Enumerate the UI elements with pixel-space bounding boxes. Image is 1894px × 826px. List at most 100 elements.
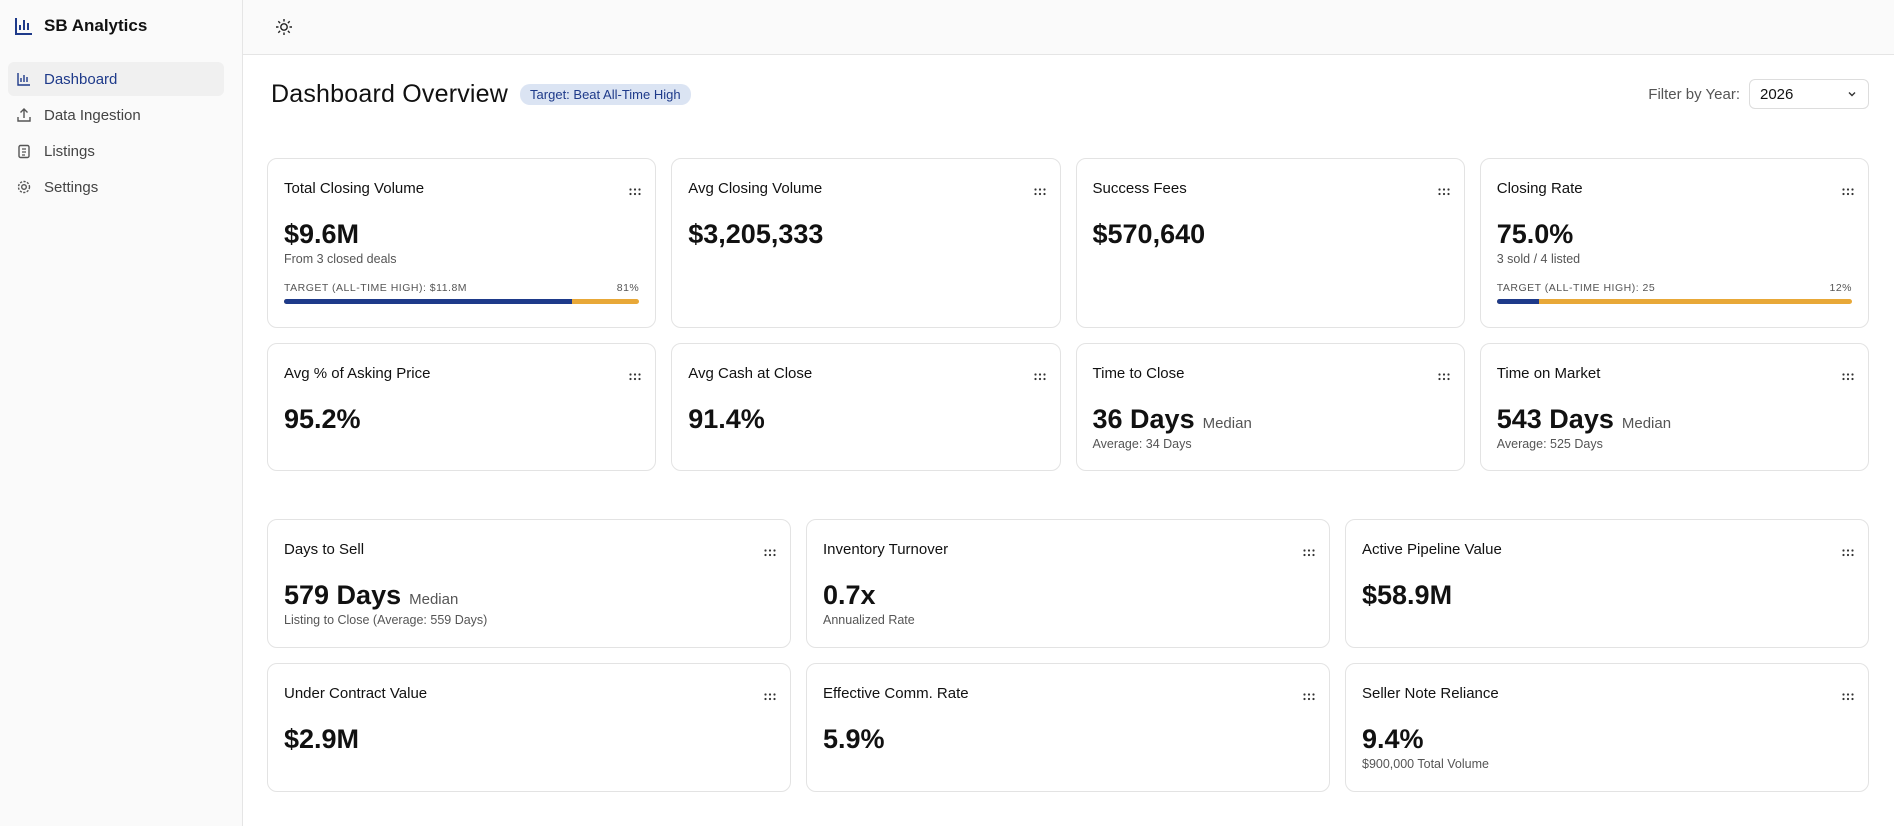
card-value: $9.6M — [284, 219, 360, 249]
nav-item[interactable]: Dashboard — [8, 62, 224, 96]
target-label: TARGET (ALL-TIME HIGH): 25 — [1496, 282, 1656, 294]
card-subtext: Average: 525 Days — [1496, 437, 1603, 451]
card-value: $3,205,333 — [688, 219, 824, 249]
value-row: 5.9% — [823, 724, 1313, 755]
card-unit: Median — [1202, 415, 1252, 432]
card-menu[interactable] — [629, 368, 641, 386]
value-row: 95.2% — [284, 404, 639, 435]
kpi-card: Total Closing Volume $9.6M From 3 closed d… — [267, 158, 657, 328]
nav-item[interactable]: Listings — [8, 134, 224, 168]
card-value: $570,640 — [1092, 219, 1206, 249]
card-title: Inventory Turnover — [823, 541, 949, 558]
header: Dashboard Overview Target: Beat All-Time… — [267, 55, 1869, 133]
progress-fill — [284, 299, 572, 304]
card-subtext: From 3 closed deals — [284, 252, 397, 266]
value-row: $2.9M — [284, 724, 774, 755]
card-value: $2.9M — [284, 724, 360, 754]
year-value: 2026 — [1760, 85, 1794, 103]
card-title: Time to Close — [1092, 365, 1185, 382]
badge: Target: Beat All-Time High — [520, 83, 691, 105]
nav-icon — [18, 144, 30, 159]
card-value: 91.4% — [688, 404, 765, 434]
sections: Total Closing Volume $9.6M From 3 closed d… — [267, 158, 1869, 792]
card-menu[interactable] — [1842, 183, 1854, 201]
card-title: Under Contract Value — [284, 685, 428, 702]
value-row: $58.9M — [1362, 580, 1852, 611]
card-menu[interactable] — [1842, 688, 1854, 706]
card-unit: Median — [1621, 415, 1672, 432]
card-unit: Median — [409, 591, 459, 608]
kpi-card: Inventory Turnover 0.7x Annualized Rate — [806, 519, 1330, 648]
kpi-card: Time on Market 543 Days Median Average: 525… — [1479, 343, 1869, 471]
nav-label: Settings — [44, 178, 99, 196]
nav-item[interactable]: Data Ingestion — [8, 98, 224, 132]
card-value: 36 Days — [1092, 404, 1195, 434]
kpi-card: Avg Cash at Close 91.4% — [671, 343, 1061, 471]
card-title: Avg Cash at Close — [688, 365, 813, 382]
card-title: Effective Comm. Rate — [823, 685, 969, 702]
nav-label: Dashboard — [44, 70, 118, 88]
target-percent: 12% — [1829, 282, 1852, 294]
card-menu[interactable] — [1303, 544, 1315, 562]
progress-fill — [1496, 299, 1540, 304]
card-value: 543 Days — [1496, 404, 1614, 434]
topbar — [243, 0, 1894, 55]
value-row: $9.6M — [284, 219, 639, 250]
nav-icon — [17, 108, 31, 122]
card-value: 95.2% — [284, 404, 361, 434]
kpi-card: Avg % of Asking Price 95.2% — [267, 343, 657, 471]
card-menu[interactable] — [1303, 688, 1315, 706]
card-subtext: Average: 34 Days — [1092, 437, 1192, 451]
card-value: 5.9% — [823, 724, 885, 754]
target-row: TARGET (ALL-TIME HIGH): $11.8M 81% — [284, 282, 639, 294]
chevron — [1848, 92, 1856, 97]
value-row: $570,640 — [1093, 219, 1448, 250]
card-title: Active Pipeline Value — [1362, 541, 1502, 558]
kpi-card: Closing Rate 75.0% 3 sold / 4 listed TARGET… — [1479, 158, 1869, 328]
nav-label: Data Ingestion — [44, 106, 141, 124]
target-row: TARGET (ALL-TIME HIGH): 25 12% — [1497, 282, 1852, 294]
card-menu[interactable] — [1033, 368, 1046, 386]
card-title: Total Closing Volume — [284, 180, 425, 197]
card-subtext: $900,000 Total Volume — [1362, 757, 1489, 771]
card-menu[interactable] — [1033, 183, 1046, 201]
kpi-card: Time to Close 36 Days Median Average: 34 Da… — [1075, 343, 1465, 471]
card-value: 9.4% — [1362, 724, 1424, 754]
card-title: Avg % of Asking Price — [284, 365, 431, 382]
nav-item[interactable]: Settings — [8, 170, 224, 204]
card-value: 0.7x — [823, 580, 876, 610]
card-value: 579 Days — [284, 580, 402, 610]
card-value: $58.9M — [1362, 580, 1453, 610]
card-menu[interactable] — [764, 688, 776, 706]
theme-toggle[interactable] — [275, 18, 293, 36]
brand-icon — [15, 18, 32, 35]
card-subtext: Listing to Close (Average: 559 Days) — [284, 613, 488, 627]
card-menu[interactable] — [1438, 183, 1450, 201]
card-subtext: 3 sold / 4 listed — [1496, 252, 1581, 266]
card-menu[interactable] — [764, 544, 776, 562]
card-value: 75.0% — [1496, 219, 1574, 249]
brand-name: SB Analytics — [44, 16, 148, 35]
card-menu[interactable] — [629, 183, 641, 201]
card-title: Avg Closing Volume — [688, 180, 823, 197]
sidebar: SB Analytics Dashboard Data Ingestion List… — [0, 0, 243, 826]
kpi-card: Success Fees $570,640 — [1075, 158, 1465, 328]
value-row: 0.7x — [823, 580, 1313, 611]
target-label: TARGET (ALL-TIME HIGH): $11.8M — [284, 282, 468, 294]
kpi-card: Active Pipeline Value $58.9M — [1345, 519, 1869, 648]
year-select[interactable]: 2026 — [1749, 79, 1869, 109]
nav: Dashboard Data Ingestion Listings Settings — [0, 62, 242, 204]
filter-label: Filter by Year: — [1648, 85, 1740, 103]
nav-label: Listings — [44, 142, 95, 160]
card-menu[interactable] — [1842, 544, 1854, 562]
target-percent: 81% — [616, 282, 640, 294]
kpi-card: Avg Closing Volume $3,205,333 — [671, 158, 1061, 328]
filter: Filter by Year: 2026 — [1648, 79, 1869, 109]
value-row: 543 Days Median — [1497, 404, 1852, 435]
card-subtext: Annualized Rate — [823, 613, 915, 627]
card-menu[interactable] — [1842, 368, 1854, 386]
card-title: Closing Rate — [1496, 180, 1583, 197]
card-menu[interactable] — [1438, 368, 1450, 386]
value-row: 579 Days Median — [284, 580, 774, 611]
